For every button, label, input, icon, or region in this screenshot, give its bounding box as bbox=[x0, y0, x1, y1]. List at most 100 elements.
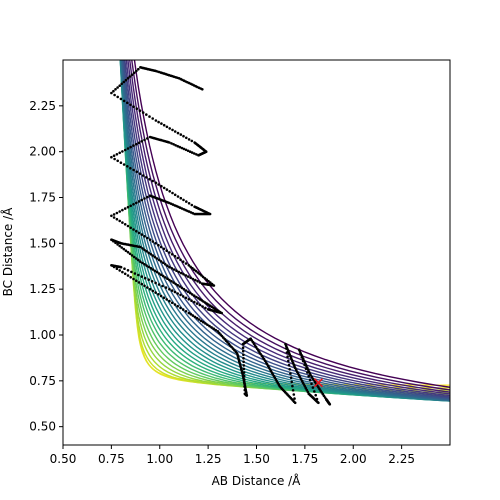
trajectory-point bbox=[182, 198, 185, 202]
contour-line bbox=[123, 60, 450, 399]
trajectory-point bbox=[184, 148, 188, 152]
trajectory-point bbox=[176, 256, 179, 260]
trajectory-point bbox=[315, 397, 319, 401]
trajectory-point bbox=[317, 401, 320, 405]
trajectory-point bbox=[154, 181, 158, 185]
trajectory-point bbox=[291, 389, 295, 392]
trajectory-point bbox=[157, 243, 160, 247]
trajectory-point bbox=[168, 287, 171, 291]
trajectory-point bbox=[129, 166, 132, 170]
trajectory-point bbox=[174, 282, 177, 286]
trajectory-point bbox=[139, 66, 142, 69]
trajectory-point bbox=[141, 261, 144, 265]
trajectory-point bbox=[130, 270, 133, 274]
trajectory-point bbox=[137, 258, 140, 262]
trajectory-point bbox=[193, 315, 197, 319]
trajectory-point bbox=[141, 247, 144, 250]
trajectory-point bbox=[126, 101, 129, 105]
trajectory-point bbox=[168, 278, 171, 282]
trajectory-point bbox=[138, 109, 142, 112]
trajectory-point bbox=[128, 252, 132, 256]
x-tick-label: 0.75 bbox=[98, 452, 125, 466]
trajectory-point bbox=[168, 299, 171, 303]
trajectory-point bbox=[122, 99, 126, 103]
trajectory-point bbox=[164, 286, 168, 289]
x-tick-label: 2.25 bbox=[388, 452, 415, 466]
trajectory-point bbox=[188, 291, 192, 295]
current-position-marker bbox=[313, 378, 323, 388]
contour-line bbox=[131, 60, 450, 391]
trajectory-point bbox=[154, 291, 157, 294]
trajectory-point bbox=[187, 138, 191, 141]
trajectory-point bbox=[115, 153, 119, 156]
y-tick-label: 0.50 bbox=[29, 420, 56, 434]
contour-line bbox=[124, 60, 450, 398]
trajectory-point bbox=[191, 266, 194, 270]
trajectory-point bbox=[170, 289, 174, 292]
trajectory-point bbox=[197, 154, 200, 157]
trajectory-point bbox=[112, 265, 116, 269]
trajectory-point bbox=[243, 381, 246, 385]
trajectory-point bbox=[189, 265, 192, 269]
trajectory-point bbox=[162, 247, 166, 251]
y-tick-label: 2.00 bbox=[29, 145, 56, 159]
trajectory-point bbox=[161, 261, 165, 265]
trajectory-point bbox=[172, 281, 175, 284]
trajectory-point bbox=[189, 276, 192, 280]
trajectory-point bbox=[290, 380, 294, 384]
trajectory-point bbox=[242, 364, 246, 367]
trajectory-point bbox=[135, 170, 139, 174]
trajectory-point bbox=[118, 151, 121, 155]
trajectory-point bbox=[148, 194, 152, 197]
trajectory-point bbox=[310, 382, 313, 386]
trajectory-point bbox=[190, 299, 193, 303]
trajectory-point bbox=[195, 316, 199, 320]
trajectory-point bbox=[193, 300, 196, 304]
y-tick-label: 0.75 bbox=[29, 374, 56, 388]
trajectory-point bbox=[135, 229, 138, 233]
trajectory-point bbox=[135, 142, 138, 146]
trajectory-point bbox=[179, 293, 182, 297]
trajectory-point bbox=[182, 134, 185, 138]
trajectory-point bbox=[288, 368, 292, 371]
trajectory-point bbox=[151, 179, 154, 183]
trajectory-point bbox=[182, 287, 186, 291]
trajectory-point bbox=[184, 274, 188, 277]
trajectory-point bbox=[314, 393, 318, 397]
trajectory-point bbox=[176, 144, 179, 148]
trajectory-point bbox=[123, 207, 127, 210]
trajectory-point bbox=[122, 80, 126, 84]
trajectory-point bbox=[110, 238, 113, 241]
trajectory-point bbox=[137, 67, 140, 71]
trajectory-point bbox=[166, 277, 169, 281]
trajectory-point bbox=[123, 148, 127, 152]
trajectory-point bbox=[120, 246, 123, 249]
trajectory-point bbox=[202, 320, 205, 324]
trajectory-point bbox=[187, 202, 191, 205]
trajectory-point bbox=[171, 191, 174, 195]
trajectory-point bbox=[116, 95, 119, 99]
trajectory-point bbox=[180, 286, 184, 290]
trajectory-point bbox=[129, 276, 132, 279]
trajectory-point bbox=[201, 282, 204, 286]
trajectory-point bbox=[122, 247, 126, 251]
trajectory-point bbox=[129, 145, 132, 149]
trajectory-point bbox=[132, 228, 135, 231]
trajectory-point bbox=[165, 298, 168, 301]
trajectory-point bbox=[137, 273, 140, 277]
trajectory-point bbox=[201, 305, 204, 308]
trajectory-point bbox=[173, 303, 177, 306]
trajectory-point bbox=[194, 269, 198, 273]
trajectory-point bbox=[243, 378, 246, 381]
trajectory-point bbox=[173, 130, 177, 133]
trajectory-point bbox=[187, 264, 191, 267]
trajectory-point bbox=[164, 263, 167, 266]
trajectory-point bbox=[199, 319, 203, 323]
trajectory-point bbox=[121, 208, 124, 212]
trajectory-point bbox=[172, 143, 175, 146]
trajectory-point bbox=[242, 367, 246, 371]
trajectory-point bbox=[291, 384, 294, 388]
trajectory-point bbox=[161, 274, 165, 278]
trajectory-point bbox=[198, 281, 202, 284]
trajectory-point bbox=[143, 248, 146, 252]
